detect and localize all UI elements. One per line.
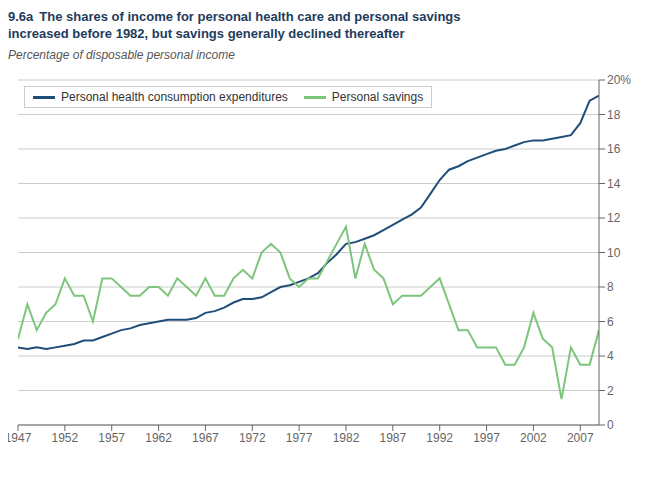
svg-text:0: 0 [607, 418, 614, 432]
svg-text:1982: 1982 [333, 431, 360, 445]
svg-text:1947: 1947 [8, 431, 32, 445]
svg-text:4: 4 [607, 349, 614, 363]
html-text:Personal savings: Personal savings [331, 90, 424, 104]
svg-text:2007: 2007 [567, 431, 594, 445]
html-text:Percentage of disposable perso: Percentage of disposable personal income [8, 48, 235, 62]
svg-text:1977: 1977 [286, 431, 313, 445]
svg-text:1997: 1997 [473, 431, 500, 445]
svg-text:1952: 1952 [52, 431, 79, 445]
svg-text:14: 14 [607, 177, 621, 191]
svg-text:12: 12 [607, 211, 621, 225]
svg-text:6: 6 [607, 315, 614, 329]
svg-text:1967: 1967 [192, 431, 219, 445]
svg-text:2002: 2002 [520, 431, 547, 445]
html-text:9.6a The shares of income for: 9.6a The shares of income for personal h… [8, 9, 461, 24]
svg-text:8: 8 [607, 280, 614, 294]
svg-text:1962: 1962 [145, 431, 172, 445]
svg-text:1972: 1972 [239, 431, 266, 445]
svg-text:10: 10 [607, 246, 621, 260]
svg-text:18: 18 [607, 108, 621, 122]
svg-text:1992: 1992 [426, 431, 453, 445]
svg-text:1957: 1957 [98, 431, 125, 445]
html-text:increased before 1982, but sav: increased before 1982, but savings gener… [8, 26, 405, 41]
html-text:Personal health consumption ex: Personal health consumption expenditures [61, 90, 288, 104]
svg-text:1987: 1987 [379, 431, 406, 445]
svg-text:2: 2 [607, 384, 614, 398]
svg-text:16: 16 [607, 142, 621, 156]
svg-text:20%: 20% [607, 73, 631, 87]
